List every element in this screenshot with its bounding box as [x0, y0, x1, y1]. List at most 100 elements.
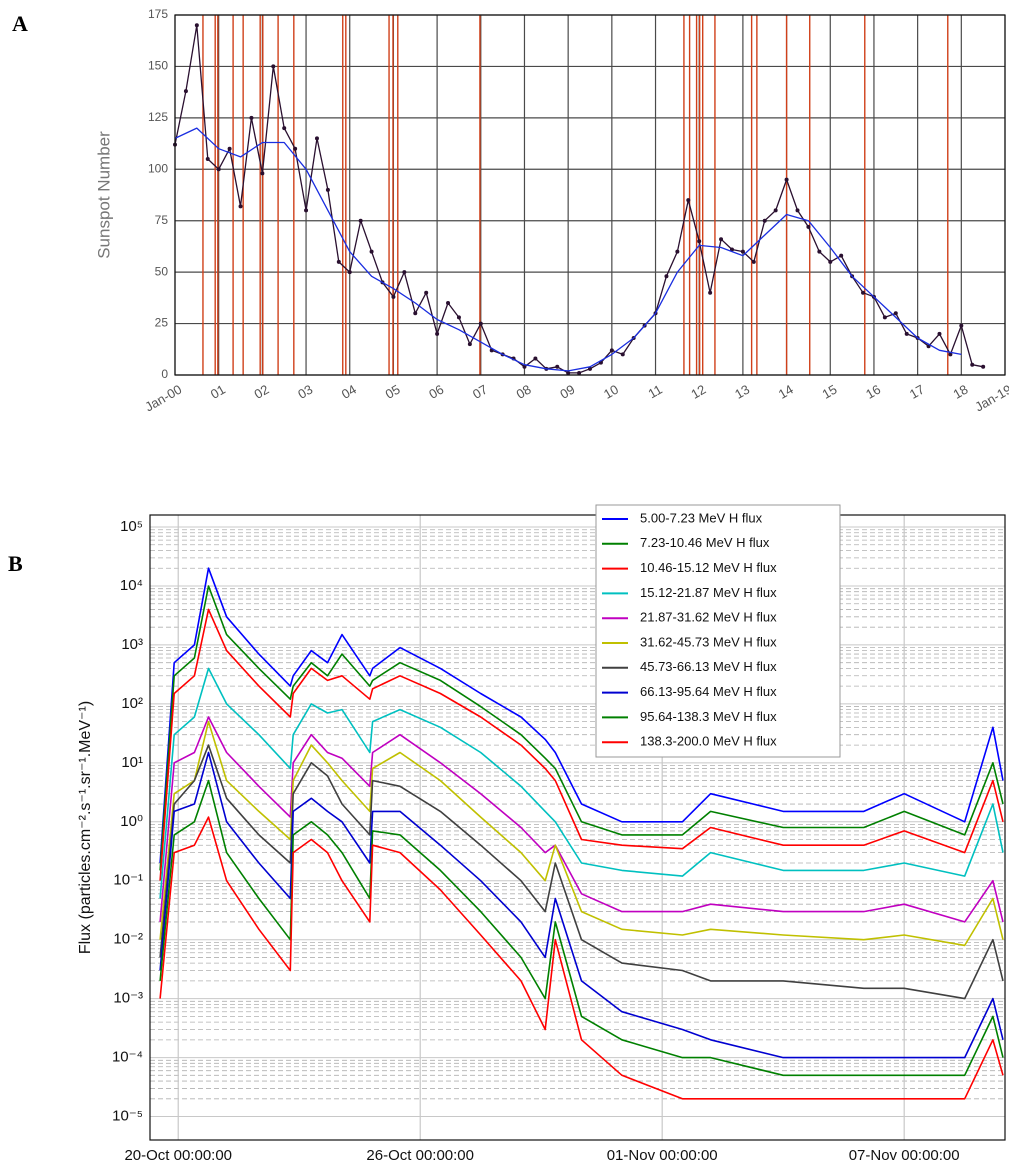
legend: 5.00-7.23 MeV H flux 7.23-10.46 MeV H flu…	[595, 504, 841, 758]
x-tick-label: 15	[819, 382, 839, 402]
data-point	[391, 294, 396, 299]
y-tick-label: 10¹	[121, 754, 143, 771]
y-axis-label: Sunspot Number	[94, 131, 113, 259]
data-point	[249, 115, 254, 120]
legend-label: 5.00-7.23 MeV H flux	[640, 510, 763, 525]
data-point	[795, 208, 800, 213]
data-point	[719, 237, 724, 242]
data-point	[948, 352, 953, 357]
y-tick-label: 10⁻⁴	[112, 1049, 143, 1066]
data-point	[762, 218, 767, 223]
x-tick-label: 13	[732, 382, 752, 402]
x-tick-label: 16	[863, 382, 883, 402]
y-tick-label: 10⁵	[120, 518, 143, 535]
data-point	[467, 342, 472, 347]
data-point	[664, 274, 669, 279]
panel-label: A	[12, 11, 28, 36]
data-point	[369, 249, 374, 254]
legend-label: 21.87-31.62 MeV H flux	[640, 610, 777, 625]
y-tick-label: 150	[148, 59, 168, 73]
y-tick-label: 10²	[121, 695, 143, 712]
legend-label: 7.23-10.46 MeV H flux	[640, 535, 770, 550]
series-line	[159, 667, 1004, 899]
data-point	[577, 370, 582, 375]
data-point	[260, 171, 265, 176]
x-tick-label: 11	[646, 382, 665, 402]
data-point	[238, 204, 243, 209]
data-point	[959, 323, 964, 328]
x-tick-label: 03	[295, 382, 315, 402]
data-point	[271, 64, 276, 69]
data-point	[413, 311, 418, 316]
data-point	[478, 321, 483, 326]
data-point	[609, 348, 614, 353]
data-point	[293, 146, 298, 151]
y-tick-label: 10⁻³	[113, 990, 143, 1007]
data-point	[697, 239, 702, 244]
y-tick-label: 10³	[121, 636, 143, 653]
x-tick-label: 14	[776, 382, 796, 402]
series-line	[159, 585, 1004, 871]
legend-label: 66.13-95.64 MeV H flux	[640, 684, 777, 699]
y-tick-label: 0	[161, 367, 168, 381]
data-point	[740, 249, 745, 254]
y-tick-label: 75	[155, 213, 169, 227]
data-point	[194, 23, 199, 28]
y-tick-label: 50	[155, 264, 169, 278]
x-tick-label: 07	[470, 382, 490, 402]
data-point	[456, 315, 461, 320]
legend-label: 15.12-21.87 MeV H flux	[640, 585, 777, 600]
x-tick-label: 04	[339, 382, 359, 402]
x-tick-label: 06	[426, 382, 446, 402]
data-point	[751, 259, 756, 264]
data-point	[686, 198, 691, 203]
series-line	[159, 720, 1004, 947]
data-point	[282, 126, 287, 131]
data-point	[620, 352, 625, 357]
data-point	[981, 364, 986, 369]
data-point	[882, 315, 887, 320]
x-tick-label: Jan-19	[972, 382, 1009, 415]
y-tick-label: 10⁻⁵	[112, 1108, 143, 1125]
data-point	[708, 290, 713, 295]
x-tick-label: 10	[601, 382, 621, 402]
series-line	[159, 816, 1004, 1100]
data-point	[304, 208, 309, 213]
x-tick-label: 26-Oct 00:00:00	[366, 1147, 474, 1164]
x-tick-label: 01	[208, 382, 228, 402]
data-point	[402, 270, 407, 275]
series-line	[159, 608, 1004, 881]
x-tick-label: 05	[383, 382, 403, 402]
legend-label: 95.64-138.3 MeV H flux	[640, 709, 777, 724]
data-point	[424, 290, 429, 295]
x-tick-label: Jan-00	[142, 382, 184, 415]
data-point	[893, 311, 898, 316]
data-point	[358, 218, 363, 223]
x-tick-label: 01-Nov 00:00:00	[607, 1147, 718, 1164]
data-point	[773, 208, 778, 213]
y-tick-label: 100	[148, 161, 168, 175]
y-tick-label: 10⁻¹	[113, 872, 143, 889]
data-point	[839, 253, 844, 258]
panel-label: B	[8, 551, 23, 576]
data-point	[828, 259, 833, 264]
legend-label: 45.73-66.13 MeV H flux	[640, 659, 777, 674]
data-point	[205, 157, 210, 161]
legend-label: 31.62-45.73 MeV H flux	[640, 634, 777, 649]
x-tick-label: 09	[557, 382, 577, 402]
data-point	[522, 364, 527, 369]
y-tick-label: 10⁴	[120, 577, 143, 594]
legend-label: 10.46-15.12 MeV H flux	[640, 560, 777, 575]
series-line	[159, 716, 1004, 923]
y-axis-label: Flux (particles.cm⁻².s⁻¹.sr⁻¹.MeV⁻¹)	[77, 701, 94, 954]
data-point	[861, 290, 866, 295]
x-tick-label: 07-Nov 00:00:00	[849, 1147, 960, 1164]
legend-label: 138.3-200.0 MeV H flux	[640, 734, 777, 749]
data-point	[314, 136, 319, 141]
data-point	[435, 331, 440, 336]
data-point	[227, 146, 232, 151]
plot	[173, 14, 1006, 376]
data-point	[817, 249, 822, 254]
data-point	[806, 224, 811, 229]
